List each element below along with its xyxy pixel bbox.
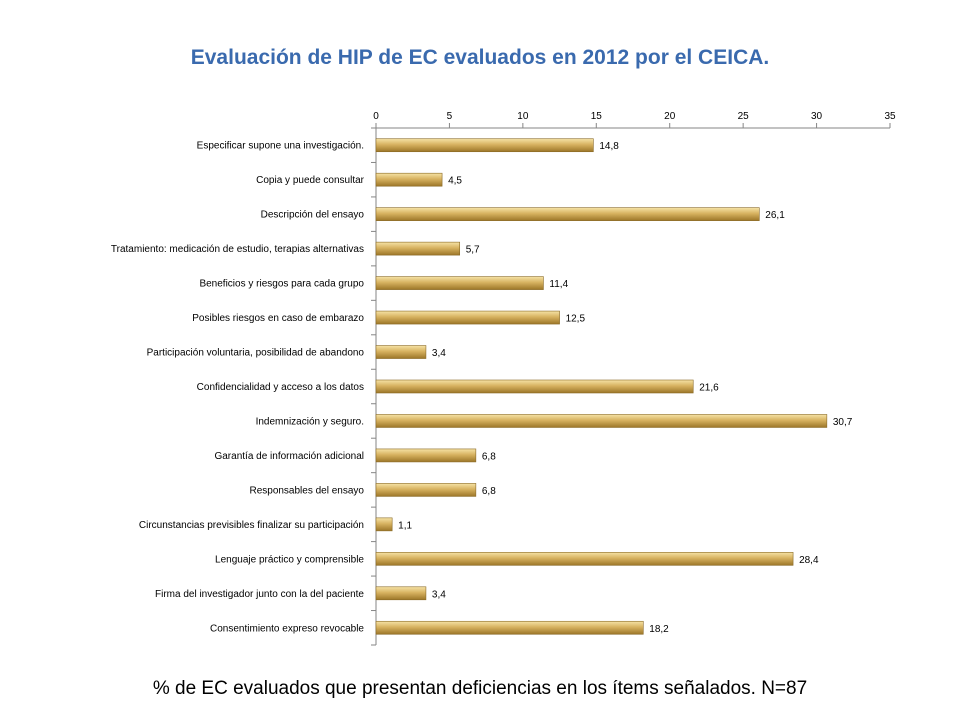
data-label: 1,1	[398, 520, 412, 531]
x-tick-label: 0	[373, 111, 379, 122]
category-label: Consentimiento expreso revocable	[210, 623, 364, 634]
category-label: Confidencialidad y acceso a los datos	[197, 382, 364, 393]
x-tick-label: 5	[447, 111, 453, 122]
category-label: Beneficios y riesgos para cada grupo	[199, 279, 364, 290]
data-label: 14,8	[599, 141, 619, 152]
x-tick-label: 15	[591, 111, 603, 122]
bar	[375, 345, 427, 359]
category-label: Firma del investigador junto con la del …	[155, 589, 364, 600]
data-label: 5,7	[466, 245, 480, 256]
x-tick-label: 35	[884, 111, 896, 122]
data-label: 3,4	[432, 348, 446, 359]
bar	[375, 276, 544, 290]
x-tick-label: 20	[664, 111, 676, 122]
x-tick-label: 10	[517, 111, 529, 122]
category-label: Garantía de información adicional	[214, 451, 364, 462]
data-label: 30,7	[833, 417, 853, 428]
bar	[375, 517, 393, 532]
bar	[375, 586, 427, 601]
category-label: Lenguaje práctico y comprensible	[215, 554, 364, 565]
x-tick-label: 25	[738, 111, 750, 122]
bar	[375, 138, 594, 153]
data-label: 12,5	[566, 314, 586, 325]
category-label: Tratamiento: medicación de estudio, tera…	[111, 244, 364, 255]
bar	[375, 620, 644, 635]
bar	[375, 172, 443, 187]
data-label: 28,4	[799, 555, 819, 566]
data-label: 11,4	[549, 279, 568, 290]
category-label: Especificar supone una investigación.	[197, 141, 364, 152]
category-label: Descripción del ensayo	[261, 210, 365, 221]
bar	[375, 448, 477, 463]
bar	[375, 310, 560, 325]
bar	[375, 414, 828, 428]
x-tick-label: 30	[811, 111, 823, 122]
data-label: 4,5	[448, 176, 462, 187]
data-label: 6,8	[482, 451, 496, 462]
data-label: 6,8	[482, 486, 496, 497]
bar	[375, 552, 794, 566]
category-label: Responsables del ensayo	[249, 485, 364, 496]
chart-caption: % de EC evaluados que presentan deficien…	[152, 678, 808, 699]
data-label: 18,2	[649, 624, 669, 635]
data-label: 3,4	[432, 589, 446, 600]
data-label: 21,6	[699, 383, 719, 394]
x-axis-ticks: 0 5 10 15 20 25 30 35	[373, 111, 896, 128]
bar	[375, 241, 461, 256]
category-labels: Especificar supone una investigación. Cop…	[111, 141, 365, 635]
category-label: Indemnización y seguro.	[256, 416, 364, 427]
bar	[375, 379, 694, 394]
bars	[375, 138, 828, 635]
category-label: Participación voluntaria, posibilidad de…	[147, 348, 365, 359]
data-labels: 14,8 4,5 26,1 5,7 11,4 12,5 3,4 21,6 30,7 6,8 6,8 1…	[398, 141, 853, 635]
category-label: Posibles riesgos en caso de embarazo	[192, 313, 364, 324]
bar	[375, 207, 760, 221]
category-label: Copia y puede consultar	[256, 175, 365, 186]
chart-title: Evaluación de HIP de EC evaluados en 201…	[190, 46, 770, 69]
data-label: 26,1	[765, 210, 785, 221]
category-label: Circunstancias previsibles finalizar su …	[139, 520, 364, 531]
bar	[375, 483, 477, 497]
